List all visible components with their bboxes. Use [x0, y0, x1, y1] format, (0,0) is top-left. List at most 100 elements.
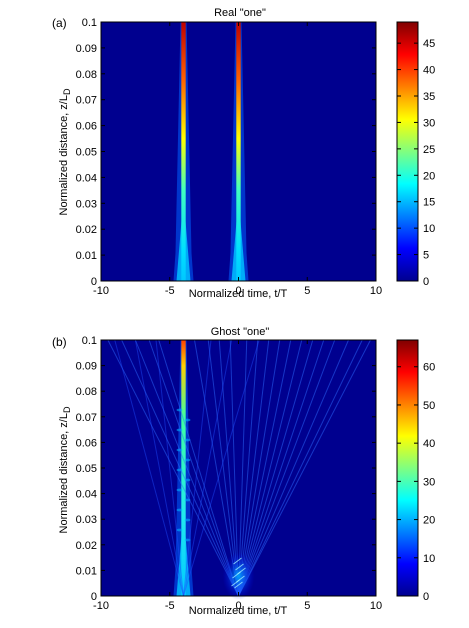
heatmap-a-marks: [173, 22, 249, 281]
y-tick-label: 0.08: [76, 386, 97, 398]
colorbar-a: [396, 21, 419, 282]
colorbar-tick-label: 15: [423, 197, 435, 209]
ghost-spark-3: [235, 563, 244, 571]
y-axis-label-a: Normalized distance, z/LD: [58, 88, 72, 215]
panel-b-title: Ghost "one": [211, 326, 270, 338]
ghost-ray-12: [238, 339, 281, 597]
colorbar-tick-label: 40: [423, 438, 435, 450]
colorbar-tick-label: 50: [423, 400, 435, 412]
y-tick-label: 0: [91, 276, 97, 288]
ghost-ray-1: [121, 339, 239, 597]
y-tick-label: 0.05: [76, 463, 97, 475]
heatmap-panel-b: -10 -5 0 5 10 0 0.01 0.02 0.03 0.04 0.05 0.06 0.07 0.…: [58, 335, 435, 617]
colorbar-tick-label: 30: [423, 476, 435, 488]
colorbar-tick-label: 0: [423, 591, 429, 603]
colorbar-tick-label: 10: [423, 223, 435, 235]
x-tick-label: -10: [93, 285, 109, 297]
ghost-cross-ray-1: [134, 339, 184, 597]
x-axis-label-a: Normalized time, t/T: [189, 288, 288, 300]
panel-a-tag: (a): [52, 16, 67, 30]
ghost-ray-18: [238, 339, 349, 597]
colorbar-b-ticks: 0 10 20 30 40 50 60: [397, 362, 435, 603]
pulse-texture-11: [184, 518, 191, 522]
pulse-core-0: [181, 340, 186, 596]
pulse-texture-12: [176, 528, 183, 532]
ghost-spark-6: [231, 579, 240, 587]
colorbar-tick-label: 35: [423, 91, 435, 103]
pulse-texture-10: [176, 508, 183, 512]
colorbar-tick-label: 0: [423, 276, 429, 288]
ghost-cross-ray-4: [183, 339, 233, 597]
x-tick-label: 0: [235, 285, 241, 297]
pulse-texture-5: [184, 458, 191, 462]
ghost-cross-ray-2: [155, 339, 184, 597]
colorbar-tick-label: 5: [423, 250, 429, 262]
y-tick-label: 0.08: [76, 69, 97, 81]
panel-b-tag: (b): [52, 335, 67, 349]
x-axis-label-b: Normalized time, t/T: [189, 605, 288, 617]
colorbar-tick-label: 20: [423, 170, 435, 182]
pulse-texture-8: [176, 488, 183, 492]
ghost-ray-14: [238, 339, 303, 597]
y-tick-label: 0.09: [76, 361, 97, 373]
pulse-core-0: [181, 22, 186, 281]
ghost-ray-0: [107, 339, 239, 597]
x-tick-label: 10: [370, 600, 382, 612]
pulse-texture-3: [184, 438, 191, 442]
heatmap-panel-a: -10 -5 0 5 10 0 0.01 0.02 0.03 0.04 0.05 0.06 0.07 0.…: [58, 17, 435, 300]
ghost-cross-ray-0: [114, 339, 184, 597]
ghost-ray-15: [238, 339, 314, 597]
x-tick-label: -10: [93, 600, 109, 612]
ghost-ray-16: [238, 339, 325, 597]
y-tick-label: 0.04: [76, 172, 97, 184]
colorbar-tick-label: 40: [423, 65, 435, 77]
ghost-cross-ray-3: [183, 339, 212, 597]
ghost-ray-2: [134, 339, 239, 597]
pulse-texture-1: [184, 418, 191, 422]
y-tick-label: 0: [91, 591, 97, 603]
y-tick-label: 0.01: [76, 250, 97, 262]
y-tick-label: 0.01: [76, 565, 97, 577]
pulse-texture-13: [184, 538, 191, 542]
y-tick-label: 0.06: [76, 437, 97, 449]
heatmap-a-axes: -10 -5 0 5 10 0 0.01 0.02 0.03 0.04 0.05 0.06 0.07 0.…: [76, 17, 383, 297]
colorbar-tick-label: 25: [423, 144, 435, 156]
heatmap-b-axes: -10 -5 0 5 10 0 0.01 0.02 0.03 0.04 0.05 0.06 0.07 0.…: [76, 335, 383, 612]
x-tick-label: -5: [165, 600, 175, 612]
x-tick-label: -5: [165, 285, 175, 297]
ghost-spark-0: [234, 581, 243, 589]
x-tick-label: 5: [304, 285, 310, 297]
ghost-ray-3: [148, 339, 239, 597]
heatmap-b-marks: [107, 339, 371, 600]
ghost-ray-13: [238, 339, 292, 597]
pulse-texture-0: [176, 408, 183, 412]
x-tick-label: 5: [304, 600, 310, 612]
ghost-ray-5: [194, 339, 239, 597]
panel-a-title: Real "one": [214, 7, 266, 19]
y-tick-label: 0.09: [76, 43, 97, 55]
colorbar-a-ticks: 0 5 10 15 20 25 30 35 40 45: [397, 38, 435, 288]
x-tick-label: 0: [235, 600, 241, 612]
y-tick-label: 0.1: [82, 335, 97, 347]
colorbar-tick-label: 60: [423, 362, 435, 374]
y-tick-label: 0.05: [76, 147, 97, 159]
x-tick-label: 10: [370, 285, 382, 297]
y-tick-label: 0.03: [76, 514, 97, 526]
colorbar-b: [396, 339, 419, 597]
ghost-spark-4: [233, 557, 242, 565]
y-axis-label-b: Normalized distance, z/LD: [58, 406, 72, 533]
colorbar-tick-label: 10: [423, 553, 435, 565]
y-tick-label: 0.07: [76, 412, 97, 424]
colorbar-tick-label: 30: [423, 117, 435, 129]
ghost-cross-ray-5: [183, 339, 260, 597]
y-tick-label: 0.03: [76, 198, 97, 210]
y-tick-label: 0.04: [76, 489, 97, 501]
y-tick-label: 0.02: [76, 540, 97, 552]
ghost-ray-20: [238, 339, 371, 597]
ghost-ray-17: [238, 339, 336, 597]
pulse-texture-2: [176, 428, 183, 432]
colorbar-tick-label: 20: [423, 515, 435, 527]
ghost-ray-19: [238, 339, 363, 597]
y-tick-label: 0.1: [82, 17, 97, 29]
colorbar-tick-label: 45: [423, 38, 435, 50]
